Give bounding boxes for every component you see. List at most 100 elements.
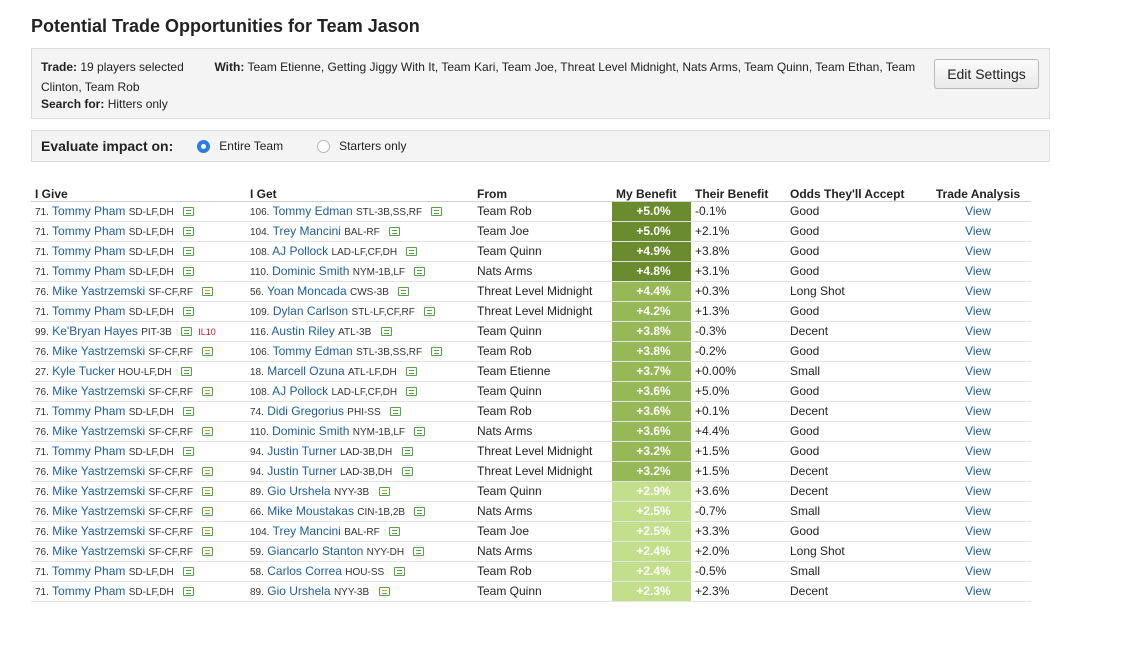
get-player-link[interactable]: Justin Turner (267, 464, 337, 478)
col-header-trade-analysis[interactable]: Trade Analysis (921, 183, 1031, 202)
player-news-alert-icon[interactable] (202, 347, 214, 356)
get-player-link[interactable]: Trey Mancini (272, 224, 341, 238)
view-trade-link[interactable]: View (921, 301, 1031, 322)
get-player-link[interactable]: Giancarlo Stanton (267, 544, 364, 558)
player-notes-icon[interactable] (180, 367, 192, 376)
col-header-their-benefit[interactable]: Their Benefit (691, 183, 786, 202)
player-news-alert-icon[interactable] (202, 527, 214, 536)
get-player-link[interactable]: Carlos Correa (267, 564, 342, 578)
player-news-alert-icon[interactable] (202, 427, 214, 436)
give-player-link[interactable]: Mike Yastrzemski (52, 524, 146, 538)
player-notes-icon[interactable] (414, 267, 426, 276)
get-player-link[interactable]: Yoan Moncada (267, 284, 347, 298)
player-notes-icon[interactable] (183, 227, 195, 236)
get-player-link[interactable]: Austin Riley (271, 324, 335, 338)
view-trade-link[interactable]: View (921, 281, 1031, 302)
player-notes-icon[interactable] (183, 207, 195, 216)
get-player-link[interactable]: Dylan Carlson (272, 304, 349, 318)
view-trade-link[interactable]: View (921, 441, 1031, 462)
player-news-alert-icon[interactable] (378, 487, 390, 496)
view-trade-link[interactable]: View (921, 221, 1031, 242)
player-news-alert-icon[interactable] (378, 587, 390, 596)
view-trade-link[interactable]: View (921, 241, 1031, 262)
player-notes-icon[interactable] (414, 427, 426, 436)
give-player-link[interactable]: Mike Yastrzemski (52, 504, 146, 518)
player-notes-icon[interactable] (183, 587, 195, 596)
player-notes-icon[interactable] (183, 247, 195, 256)
give-player-link[interactable]: Tommy Pham (52, 584, 126, 598)
player-notes-icon[interactable] (181, 327, 193, 336)
col-header-odds[interactable]: Odds They'll Accept (786, 183, 921, 202)
give-player-link[interactable]: Mike Yastrzemski (52, 424, 146, 438)
edit-settings-button[interactable]: Edit Settings (934, 59, 1039, 89)
player-notes-icon[interactable] (393, 567, 405, 576)
radio-entire-team[interactable]: Entire Team (197, 139, 283, 153)
player-notes-icon[interactable] (389, 527, 401, 536)
col-header-i-get[interactable]: I Get (246, 183, 473, 202)
player-notes-icon[interactable] (431, 347, 443, 356)
player-news-alert-icon[interactable] (202, 387, 214, 396)
view-trade-link[interactable]: View (921, 401, 1031, 422)
col-header-from[interactable]: From (473, 183, 612, 202)
player-news-alert-icon[interactable] (202, 467, 214, 476)
view-trade-link[interactable]: View (921, 481, 1031, 502)
give-player-link[interactable]: Mike Yastrzemski (52, 484, 146, 498)
view-trade-link[interactable]: View (921, 381, 1031, 402)
get-player-link[interactable]: Mike Moustakas (267, 504, 354, 518)
get-player-link[interactable]: Dominic Smith (272, 424, 350, 438)
get-player-link[interactable]: Marcell Ozuna (267, 364, 345, 378)
player-notes-icon[interactable] (183, 567, 195, 576)
give-player-link[interactable]: Mike Yastrzemski (52, 284, 146, 298)
col-header-my-benefit[interactable]: My Benefit (612, 183, 691, 202)
view-trade-link[interactable]: View (921, 201, 1031, 222)
give-player-link[interactable]: Ke'Bryan Hayes (52, 324, 138, 338)
player-news-alert-icon[interactable] (202, 507, 214, 516)
col-header-i-give[interactable]: I Give (31, 183, 246, 202)
view-trade-link[interactable]: View (921, 341, 1031, 362)
view-trade-link[interactable]: View (921, 321, 1031, 342)
get-player-link[interactable]: Dominic Smith (272, 264, 350, 278)
get-player-link[interactable]: Justin Turner (267, 444, 337, 458)
view-trade-link[interactable]: View (921, 501, 1031, 522)
player-notes-icon[interactable] (380, 327, 392, 336)
give-player-link[interactable]: Mike Yastrzemski (52, 544, 146, 558)
give-player-link[interactable]: Mike Yastrzemski (52, 384, 146, 398)
radio-selected-icon[interactable] (197, 139, 211, 153)
get-player-link[interactable]: AJ Pollock (272, 384, 329, 398)
view-trade-link[interactable]: View (921, 461, 1031, 482)
player-notes-icon[interactable] (183, 267, 195, 276)
player-notes-icon[interactable] (389, 227, 401, 236)
give-player-link[interactable]: Tommy Pham (52, 444, 126, 458)
player-notes-icon[interactable] (406, 387, 418, 396)
give-player-link[interactable]: Mike Yastrzemski (52, 464, 146, 478)
player-notes-icon[interactable] (431, 207, 443, 216)
player-notes-icon[interactable] (401, 447, 413, 456)
view-trade-link[interactable]: View (921, 521, 1031, 542)
give-player-link[interactable]: Tommy Pham (52, 264, 126, 278)
view-trade-link[interactable]: View (921, 261, 1031, 282)
view-trade-link[interactable]: View (921, 561, 1031, 582)
view-trade-link[interactable]: View (921, 541, 1031, 562)
radio-unselected-icon[interactable] (317, 139, 331, 153)
player-notes-icon[interactable] (413, 547, 425, 556)
view-trade-link[interactable]: View (921, 421, 1031, 442)
player-notes-icon[interactable] (183, 307, 195, 316)
player-notes-icon[interactable] (414, 507, 426, 516)
player-news-alert-icon[interactable] (202, 547, 214, 556)
player-notes-icon[interactable] (183, 447, 195, 456)
player-notes-icon[interactable] (406, 247, 418, 256)
give-player-link[interactable]: Tommy Pham (52, 404, 126, 418)
get-player-link[interactable]: Didi Gregorius (267, 404, 344, 418)
player-notes-icon[interactable] (389, 407, 401, 416)
player-notes-icon[interactable] (406, 367, 418, 376)
give-player-link[interactable]: Tommy Pham (52, 224, 126, 238)
give-player-link[interactable]: Tommy Pham (52, 304, 126, 318)
player-notes-icon[interactable] (183, 407, 195, 416)
player-notes-icon[interactable] (424, 307, 436, 316)
view-trade-link[interactable]: View (921, 361, 1031, 382)
radio-starters-only[interactable]: Starters only (317, 139, 406, 153)
give-player-link[interactable]: Mike Yastrzemski (52, 344, 146, 358)
get-player-link[interactable]: Trey Mancini (272, 524, 341, 538)
get-player-link[interactable]: Tommy Edman (272, 204, 353, 218)
get-player-link[interactable]: Gio Urshela (267, 584, 331, 598)
